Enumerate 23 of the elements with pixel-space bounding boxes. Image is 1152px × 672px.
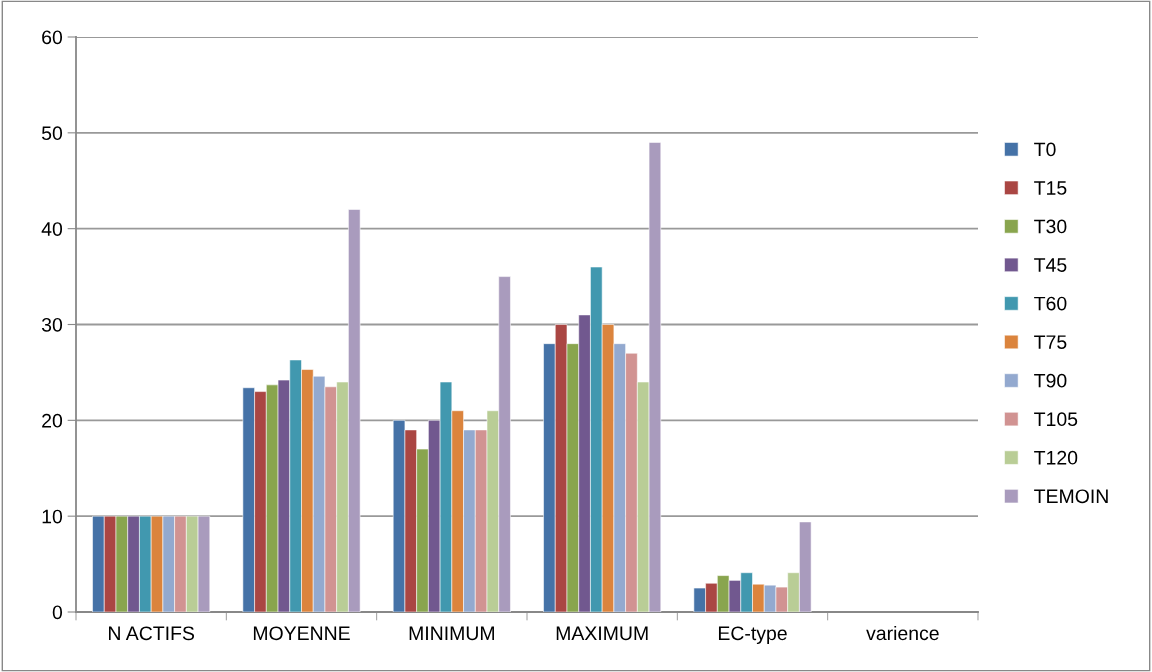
- legend-label: T0: [1034, 142, 1056, 157]
- legend-label: T15: [1034, 181, 1067, 195]
- y-tick-label: 20: [42, 413, 63, 428]
- y-tick-label: 30: [41, 317, 63, 332]
- legend-label: T120: [1034, 450, 1078, 465]
- legend-label: T60: [1034, 296, 1067, 311]
- y-tick-label: 0: [52, 605, 63, 620]
- x-tick-label: EC-type: [718, 626, 787, 645]
- x-tick-label: MINIMUM: [409, 626, 494, 641]
- y-tick-label: 50: [41, 126, 63, 141]
- legend-label: T45: [1034, 258, 1067, 272]
- y-tick-label: 10: [42, 509, 63, 524]
- x-tick-label: varience: [866, 625, 939, 641]
- x-tick-label: MOYENNE: [253, 626, 350, 641]
- legend-label: TEMOIN: [1034, 489, 1108, 504]
- y-tick-label: 60: [42, 30, 63, 45]
- legend-label: T90: [1034, 373, 1067, 388]
- x-tick-label: N ACTIFS: [109, 626, 195, 641]
- x-tick-label: MAXIMUM: [556, 626, 648, 641]
- legend-label: T30: [1034, 219, 1067, 234]
- legend-label: T75: [1034, 335, 1067, 349]
- legend-label: T105: [1034, 412, 1078, 427]
- y-tick-label: 40: [41, 222, 63, 236]
